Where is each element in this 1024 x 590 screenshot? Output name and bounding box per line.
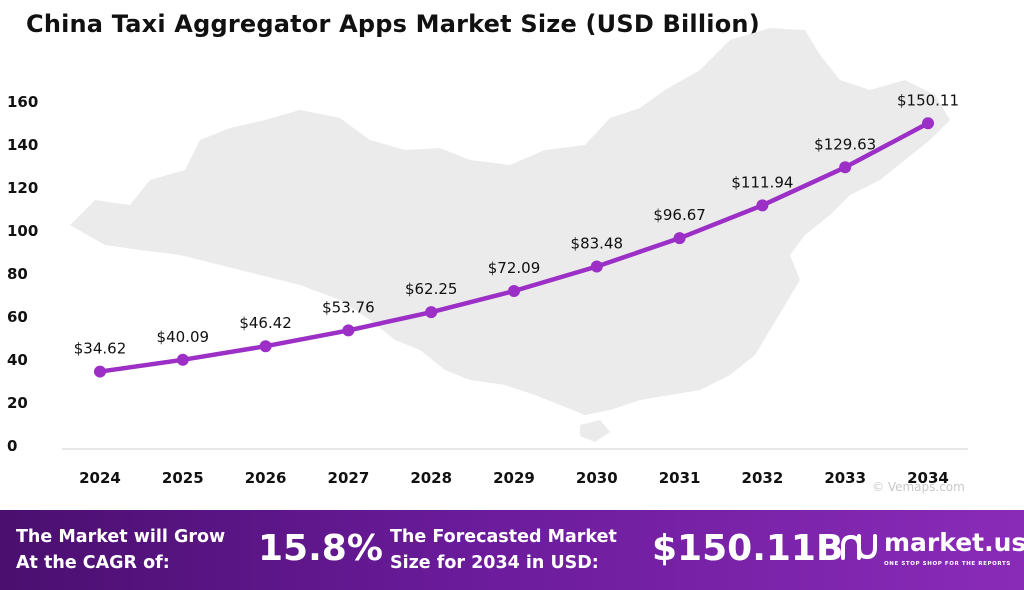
data-point bbox=[590, 260, 603, 273]
y-tick-label: 20 bbox=[7, 394, 28, 412]
data-point bbox=[673, 232, 686, 245]
y-tick-label: 40 bbox=[7, 351, 28, 369]
data-labels: $34.62 $40.09 $46.42 $53.76 $62.25 $72.09 $83.… bbox=[74, 91, 959, 357]
x-axis-ticks: 2024 2025 2026 2027 2028 2029 2030 2031 2032 2033… bbox=[79, 469, 949, 487]
x-tick-label: 2026 bbox=[245, 469, 287, 487]
y-tick-label: 100 bbox=[7, 222, 38, 240]
data-label: $129.63 bbox=[814, 135, 876, 153]
data-label: $72.09 bbox=[488, 259, 541, 277]
data-point bbox=[259, 340, 272, 353]
cagr-value: 15.8% bbox=[258, 528, 383, 569]
data-label: $150.11 bbox=[897, 91, 959, 109]
data-points bbox=[94, 117, 934, 378]
brand-logo: market.us ONE STOP SHOP FOR THE REPORTS bbox=[840, 528, 1024, 578]
data-point bbox=[342, 324, 355, 337]
y-axis-ticks: 0 20 40 60 80 100 120 140 160 bbox=[7, 93, 38, 455]
cagr-text: The Market will Grow At the CAGR of: bbox=[16, 524, 225, 576]
data-point bbox=[839, 161, 852, 174]
data-point bbox=[508, 285, 520, 298]
forecast-text-line2: Size for 2034 in USD: bbox=[390, 553, 599, 573]
data-label: $111.94 bbox=[731, 173, 793, 191]
x-tick-label: 2027 bbox=[328, 469, 370, 487]
data-point bbox=[756, 199, 769, 212]
y-tick-label: 0 bbox=[7, 437, 17, 455]
x-tick-label: 2025 bbox=[162, 469, 204, 487]
brand-tagline: ONE STOP SHOP FOR THE REPORTS bbox=[884, 561, 1011, 567]
data-label: $83.48 bbox=[571, 235, 624, 253]
forecast-value: $150.11B bbox=[652, 528, 844, 569]
data-point bbox=[94, 365, 106, 378]
cagr-text-line1: The Market will Grow bbox=[16, 527, 226, 547]
hainan-island-background bbox=[580, 420, 610, 442]
data-label: $40.09 bbox=[157, 328, 210, 346]
x-tick-label: 2034 bbox=[907, 469, 949, 487]
data-label: $96.67 bbox=[653, 206, 706, 224]
y-tick-label: 120 bbox=[7, 179, 38, 197]
cagr-text-line2: At the CAGR of: bbox=[16, 553, 170, 573]
forecast-text: The Forecasted Market Size for 2034 in U… bbox=[390, 524, 617, 576]
y-tick-label: 80 bbox=[7, 265, 28, 283]
x-tick-label: 2030 bbox=[576, 469, 618, 487]
data-label: $62.25 bbox=[405, 280, 458, 298]
market-us-logo-icon bbox=[841, 534, 877, 560]
x-tick-label: 2028 bbox=[410, 469, 452, 487]
chart-title: China Taxi Aggregator Apps Market Size (… bbox=[26, 10, 760, 38]
data-point bbox=[176, 353, 189, 366]
brand-name: market.us bbox=[884, 528, 1024, 557]
x-tick-label: 2024 bbox=[79, 469, 121, 487]
x-tick-label: 2029 bbox=[493, 469, 535, 487]
data-label: $53.76 bbox=[322, 298, 375, 316]
footer-banner: The Market will Grow At the CAGR of: 15.… bbox=[0, 510, 1024, 590]
china-map-background bbox=[70, 28, 950, 415]
forecast-text-line1: The Forecasted Market bbox=[390, 527, 617, 547]
data-point bbox=[425, 306, 438, 319]
y-tick-label: 140 bbox=[7, 136, 38, 154]
data-label: $34.62 bbox=[74, 340, 127, 358]
x-tick-label: 2033 bbox=[824, 469, 866, 487]
x-tick-label: 2031 bbox=[659, 469, 701, 487]
y-tick-label: 160 bbox=[7, 93, 38, 111]
x-tick-label: 2032 bbox=[742, 469, 784, 487]
y-tick-label: 60 bbox=[7, 308, 28, 326]
data-label: $46.42 bbox=[239, 314, 292, 332]
data-point bbox=[922, 117, 934, 130]
map-credit-watermark: © Vemaps.com bbox=[872, 480, 965, 494]
